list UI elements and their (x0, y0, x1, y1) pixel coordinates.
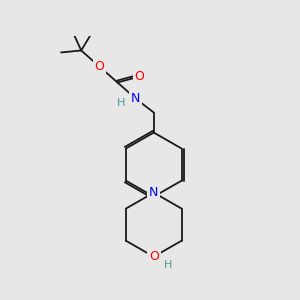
Text: H: H (117, 98, 126, 107)
Text: O: O (135, 70, 145, 83)
Text: N: N (131, 92, 140, 105)
Text: N: N (149, 186, 158, 199)
Text: O: O (149, 250, 159, 263)
Text: O: O (94, 60, 104, 73)
Text: H: H (164, 260, 172, 270)
